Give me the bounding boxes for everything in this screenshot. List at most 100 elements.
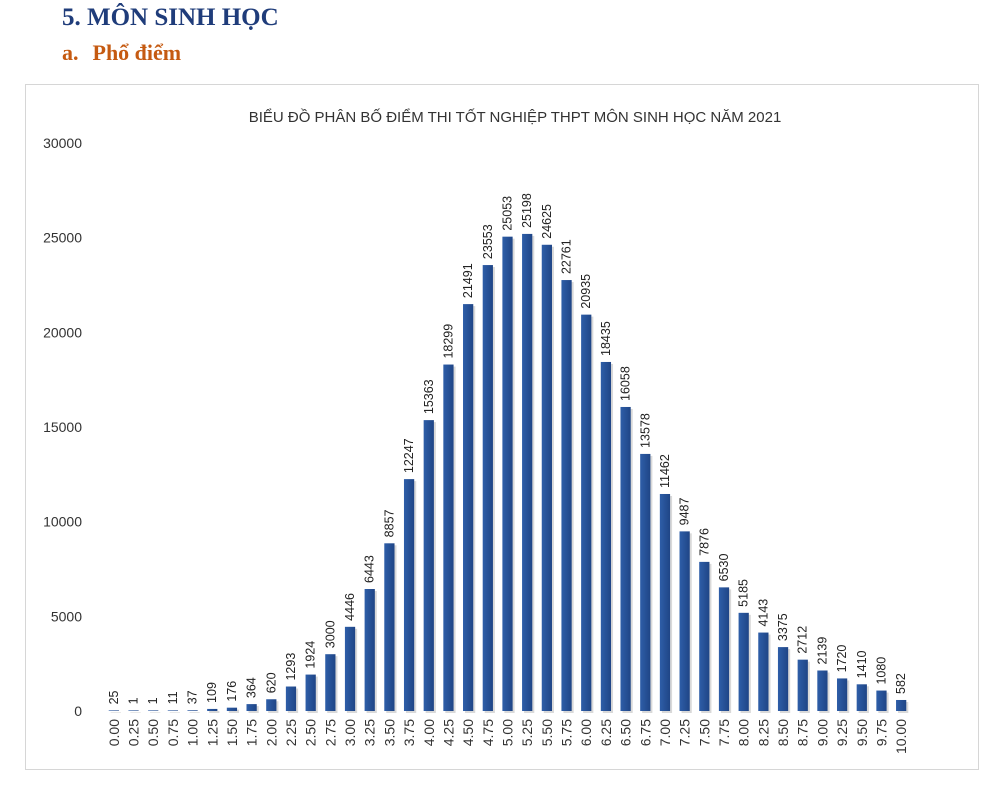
bar — [561, 280, 572, 711]
bar — [167, 710, 179, 711]
bar — [443, 364, 454, 711]
x-tick-label: 1.50 — [224, 719, 240, 746]
data-label: 5185 — [737, 579, 751, 607]
bar-shadow — [130, 712, 141, 713]
data-label: 3000 — [323, 620, 337, 648]
bar-shadow — [189, 712, 200, 713]
bar — [344, 626, 356, 711]
x-tick-label: 5.75 — [559, 719, 575, 746]
bar — [305, 674, 316, 711]
x-tick-label: 4.75 — [480, 719, 496, 746]
data-label: 1293 — [284, 653, 298, 681]
bar-shadow — [209, 710, 220, 713]
bar — [679, 531, 690, 711]
subsection-title: Phổ điểm — [92, 40, 182, 65]
x-tick-label: 9.25 — [834, 719, 850, 746]
data-label: 9487 — [678, 498, 692, 526]
y-tick-label: 15000 — [43, 419, 82, 435]
x-tick-label: 0.00 — [106, 719, 122, 746]
data-label: 7876 — [697, 528, 711, 556]
x-tick-label: 3.50 — [381, 719, 397, 746]
bar — [246, 704, 257, 711]
x-tick-label: 1.75 — [244, 719, 260, 746]
data-label: 2139 — [815, 637, 829, 665]
bar — [128, 710, 139, 711]
data-label: 18299 — [441, 324, 455, 359]
x-tick-label: 6.00 — [578, 719, 594, 746]
data-label: 25198 — [520, 193, 534, 228]
x-tick-label: 5.50 — [539, 719, 555, 746]
data-label: 582 — [894, 673, 908, 694]
bar — [659, 493, 671, 711]
bar — [836, 678, 848, 711]
bar — [207, 708, 218, 711]
data-label: 20935 — [579, 274, 593, 309]
data-label: 12247 — [402, 438, 416, 473]
x-tick-label: 9.00 — [814, 719, 830, 746]
subsection-number: a. — [62, 40, 79, 65]
subsection-heading: a. Phổ điểm — [62, 40, 181, 66]
bar — [718, 587, 730, 711]
x-tick-label: 3.25 — [362, 719, 378, 746]
x-axis: 0.00 0.25 0.50 0.75 1.00 1.25 1.50 1.75 2.00 2.25… — [106, 719, 909, 754]
bar — [896, 699, 907, 711]
data-label: 364 — [245, 677, 259, 698]
x-tick-label: 2.00 — [263, 719, 279, 746]
x-tick-label: 4.50 — [460, 719, 476, 746]
y-tick-label: 10000 — [43, 514, 82, 530]
x-tick-label: 0.25 — [126, 719, 142, 746]
x-tick-label: 9.75 — [873, 719, 889, 746]
bar — [856, 684, 867, 711]
bar — [325, 654, 336, 711]
bar — [522, 233, 533, 712]
bar — [699, 561, 710, 711]
bar — [285, 686, 297, 711]
x-tick-label: 8.75 — [795, 719, 811, 746]
data-label: 109 — [205, 682, 219, 703]
data-label: 8857 — [382, 509, 396, 537]
x-tick-label: 6.75 — [637, 719, 653, 746]
data-label: 37 — [186, 690, 200, 704]
x-tick-label: 8.25 — [755, 719, 771, 746]
data-label: 4143 — [756, 599, 770, 627]
x-tick-label: 5.00 — [500, 719, 516, 746]
bar-shadow — [169, 712, 181, 713]
y-tick-label: 20000 — [43, 324, 82, 340]
x-tick-label: 3.00 — [342, 719, 358, 746]
data-label: 1 — [146, 697, 160, 704]
x-tick-label: 6.25 — [598, 719, 614, 746]
data-label: 15363 — [422, 379, 436, 414]
x-tick-label: 4.00 — [421, 719, 437, 746]
bar — [482, 265, 493, 711]
chart-title: BIỂU ĐỒ PHÂN BỐ ĐIỂM THI TỐT NGHIỆP THPT… — [249, 108, 782, 126]
data-label: 6530 — [717, 554, 731, 582]
x-tick-label: 5.25 — [519, 719, 535, 746]
section-heading: 5. MÔN SINH HỌC — [62, 4, 279, 31]
bar — [266, 699, 277, 711]
bar-shadow — [228, 709, 240, 713]
x-tick-label: 7.25 — [677, 719, 693, 746]
data-label: 6443 — [363, 555, 377, 583]
bar — [148, 710, 159, 711]
bar — [817, 670, 828, 711]
bar — [876, 690, 887, 711]
data-label: 18435 — [599, 321, 613, 356]
score-distribution-chart: BIỂU ĐỒ PHÂN BỐ ĐIỂM THI TỐT NGHIỆP THPT… — [43, 108, 909, 754]
bar — [187, 710, 198, 711]
bar — [423, 420, 434, 711]
x-tick-label: 9.50 — [854, 719, 870, 746]
bar — [226, 707, 238, 711]
bar — [640, 453, 651, 711]
data-label: 11462 — [658, 454, 672, 488]
x-tick-label: 6.50 — [618, 719, 634, 746]
x-tick-label: 0.50 — [145, 719, 161, 746]
data-label: 11 — [166, 691, 180, 704]
data-label: 1924 — [304, 641, 318, 669]
x-tick-label: 1.25 — [204, 719, 220, 746]
bar — [108, 710, 119, 711]
bar — [620, 406, 631, 711]
bar-shadow — [150, 712, 161, 713]
bar — [758, 632, 769, 711]
bar — [364, 589, 375, 711]
